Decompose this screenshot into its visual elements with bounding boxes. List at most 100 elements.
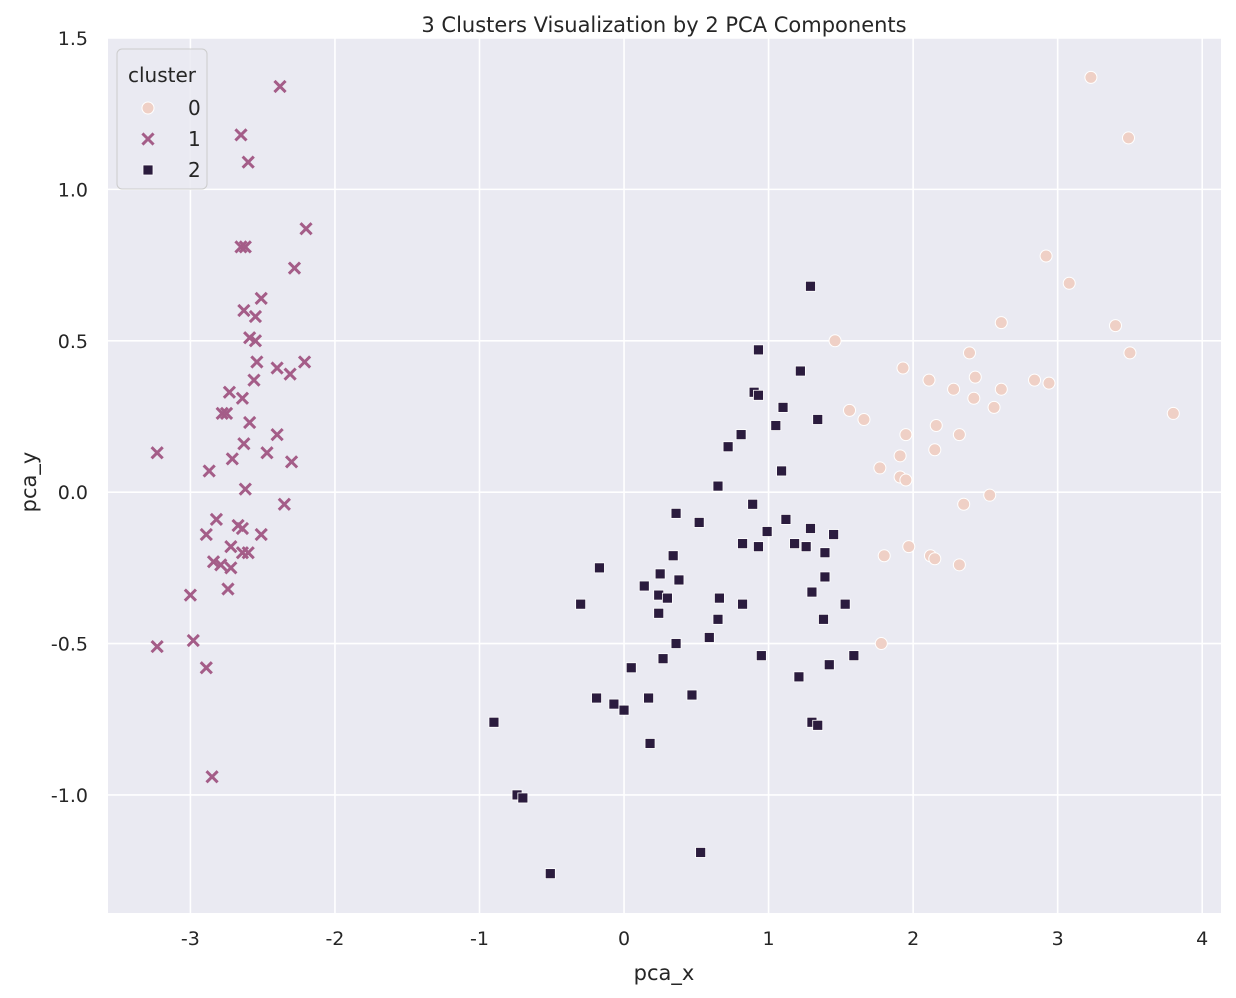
- data-point: [673, 574, 685, 586]
- data-point: [967, 391, 981, 405]
- data-point: [812, 719, 824, 731]
- data-point: [793, 671, 805, 683]
- data-point: [686, 689, 698, 701]
- data-point: [661, 592, 673, 604]
- data-point: [761, 526, 773, 537]
- data-point: [896, 361, 910, 375]
- data-point: [983, 488, 997, 502]
- data-point: [224, 561, 238, 575]
- data-point: [753, 389, 764, 401]
- data-point: [248, 334, 263, 348]
- data-point: [202, 464, 216, 478]
- x-tick-label: -2: [325, 928, 344, 950]
- data-point: [625, 662, 637, 674]
- data-point: [712, 480, 724, 492]
- data-point: [644, 738, 656, 749]
- data-point: [575, 598, 587, 610]
- data-point: [818, 613, 829, 625]
- data-point: [1108, 319, 1122, 333]
- series-cluster-2: [488, 280, 860, 880]
- data-point: [238, 240, 252, 254]
- x-tick-labels: -3 -2 -1 0 1 2 3 4: [181, 928, 1208, 950]
- y-tick-label: -0.5: [51, 634, 88, 656]
- data-point: [299, 222, 313, 236]
- data-point: [225, 452, 239, 466]
- data-point: [608, 698, 620, 710]
- data-point: [199, 661, 213, 675]
- x-axis-title: pca_x: [634, 961, 695, 986]
- series-cluster-0: [828, 70, 1180, 651]
- data-point: [712, 613, 724, 625]
- data-point: [819, 547, 831, 559]
- data-point: [928, 552, 942, 566]
- data-point: [823, 659, 835, 671]
- data-point: [800, 541, 812, 553]
- data-point: [873, 461, 887, 475]
- series-cluster-1: [150, 79, 313, 784]
- data-point: [828, 334, 842, 348]
- data-point: [150, 639, 164, 654]
- data-point: [670, 507, 682, 519]
- data-point: [205, 770, 219, 784]
- data-point: [1166, 406, 1180, 420]
- data-point: [755, 650, 767, 662]
- data-point: [747, 498, 759, 510]
- legend-label: 0: [188, 96, 201, 120]
- x-tick-label: -1: [470, 928, 489, 950]
- data-point: [776, 465, 787, 477]
- data-point: [241, 546, 255, 560]
- data-point: [638, 580, 650, 592]
- data-point: [284, 455, 299, 469]
- data-point: [1123, 346, 1137, 360]
- data-point: [994, 316, 1008, 330]
- data-point: [199, 527, 213, 542]
- legend-label: 2: [188, 158, 201, 182]
- data-point: [224, 540, 238, 554]
- x-tick-label: 2: [907, 928, 919, 950]
- data-point: [812, 414, 824, 425]
- data-point: [693, 517, 705, 528]
- data-point: [735, 429, 747, 441]
- data-point: [238, 482, 252, 496]
- data-point: [1042, 376, 1056, 390]
- data-point: [150, 446, 164, 460]
- y-tick-label: 1.5: [58, 28, 88, 50]
- data-point: [874, 637, 888, 651]
- y-tick-label: 0.0: [58, 482, 88, 504]
- data-point: [667, 550, 679, 562]
- data-point: [250, 355, 264, 369]
- data-point: [643, 692, 654, 704]
- data-point: [703, 632, 715, 643]
- y-tick-labels: -1.0 -0.5 0.0 0.5 1.0 1.5: [51, 28, 88, 807]
- data-point: [237, 437, 251, 451]
- data-point: [591, 692, 602, 704]
- y-tick-label: 1.0: [58, 179, 88, 201]
- data-point: [241, 155, 255, 169]
- chart-title: 3 Clusters Visualization by 2 PCA Compon…: [421, 13, 906, 37]
- data-point: [221, 582, 235, 596]
- data-point: [922, 373, 936, 387]
- x-tick-label: 1: [763, 928, 775, 950]
- data-point: [1121, 131, 1135, 145]
- legend-marker: [141, 101, 155, 115]
- data-point: [222, 385, 237, 399]
- data-point: [243, 331, 257, 345]
- data-point: [618, 704, 630, 716]
- data-point: [987, 400, 1001, 414]
- data-point: [957, 497, 971, 511]
- data-point: [843, 403, 857, 417]
- data-point: [653, 607, 665, 619]
- legend-entries: 0 1 2: [141, 96, 201, 182]
- plot-area: [108, 38, 1221, 913]
- data-point: [1028, 373, 1042, 387]
- data-point: [994, 382, 1008, 396]
- data-point: [893, 449, 907, 463]
- data-point: [789, 538, 800, 550]
- legend-label: 1: [188, 127, 201, 151]
- data-point: [794, 365, 806, 377]
- data-point: [877, 549, 891, 563]
- data-point: [805, 523, 816, 534]
- data-point: [183, 588, 198, 602]
- data-point: [234, 128, 248, 142]
